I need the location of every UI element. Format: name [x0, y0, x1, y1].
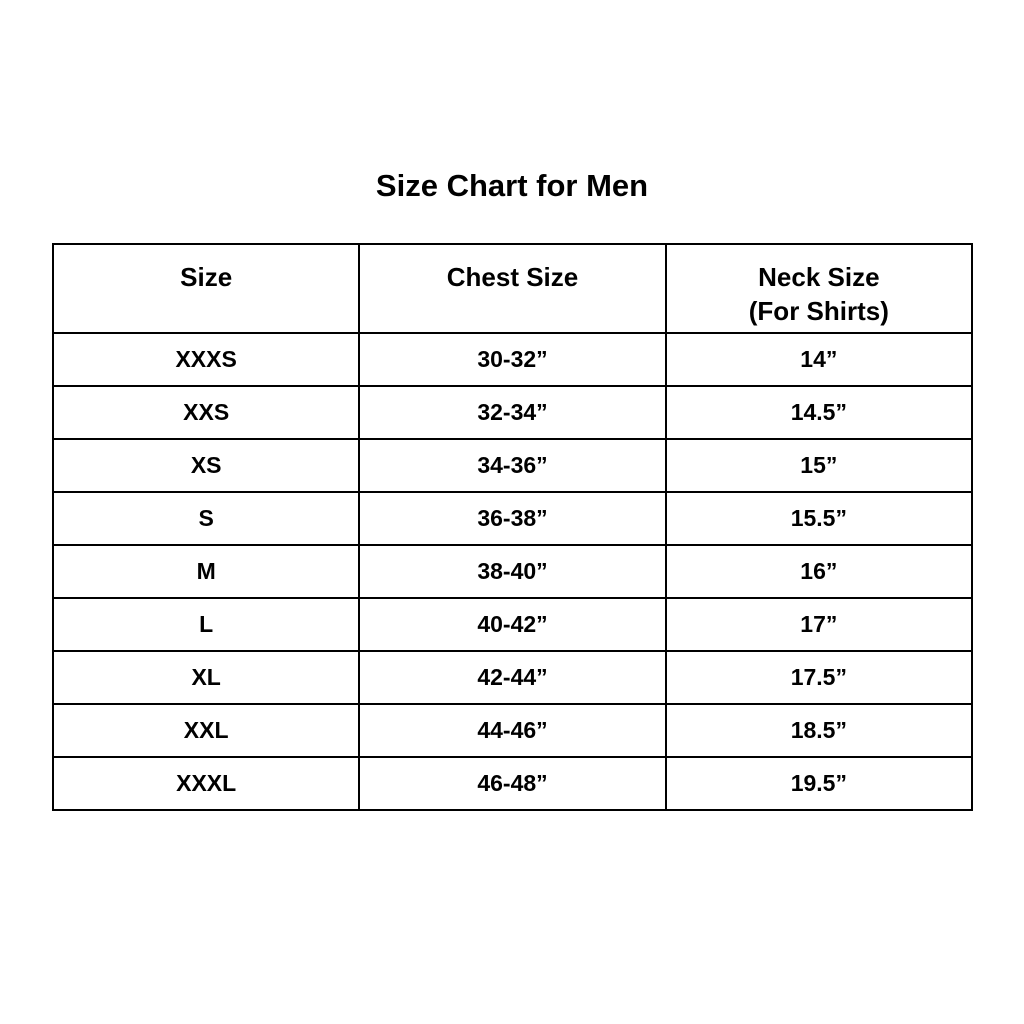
neck-size-cell: 19.5”: [664, 756, 974, 811]
size-cell: XXXL: [51, 756, 361, 811]
size-cell: XXL: [51, 703, 361, 758]
neck-size-cell: 18.5”: [664, 703, 974, 758]
chest-size-cell: 30-32”: [358, 332, 667, 387]
chest-size-cell: 40-42”: [358, 597, 667, 652]
header-size: Size: [51, 243, 361, 334]
table-row: M 38-40” 16”: [51, 544, 974, 599]
table-row: XXXL 46-48” 19.5”: [51, 756, 974, 811]
table-row: L 40-42” 17”: [51, 597, 974, 652]
size-cell: XL: [51, 650, 361, 705]
chest-size-cell: 36-38”: [358, 491, 667, 546]
table-row: S 36-38” 15.5”: [51, 491, 974, 546]
neck-size-cell: 15”: [664, 438, 974, 493]
header-neck-size-sub: (For Shirts): [748, 296, 889, 326]
table-row: XL 42-44” 17.5”: [51, 650, 974, 705]
neck-size-cell: 14”: [664, 332, 974, 387]
neck-size-cell: 16”: [664, 544, 974, 599]
table-row: XXL 44-46” 18.5”: [51, 703, 974, 758]
size-cell: XXXS: [51, 332, 361, 387]
neck-size-cell: 17”: [664, 597, 974, 652]
chest-size-cell: 34-36”: [358, 438, 667, 493]
table-header-row: Size Chest Size Neck Size (For Shirts): [51, 243, 974, 334]
neck-size-cell: 17.5”: [664, 650, 974, 705]
header-neck-size: Neck Size (For Shirts): [664, 243, 974, 334]
size-cell: M: [51, 544, 361, 599]
table-row: XXS 32-34” 14.5”: [51, 385, 974, 440]
size-chart-table: Size Chest Size Neck Size (For Shirts) X…: [51, 243, 974, 811]
chest-size-cell: 46-48”: [358, 756, 667, 811]
size-cell: XS: [51, 438, 361, 493]
neck-size-cell: 15.5”: [664, 491, 974, 546]
chest-size-cell: 38-40”: [358, 544, 667, 599]
table-row: XS 34-36” 15”: [51, 438, 974, 493]
header-chest-size: Chest Size: [358, 243, 667, 334]
size-cell: S: [51, 491, 361, 546]
size-cell: L: [51, 597, 361, 652]
size-cell: XXS: [51, 385, 361, 440]
chest-size-cell: 44-46”: [358, 703, 667, 758]
page-title: Size Chart for Men: [375, 168, 649, 203]
chest-size-cell: 32-34”: [358, 385, 667, 440]
table-row: XXXS 30-32” 14”: [51, 332, 974, 387]
neck-size-cell: 14.5”: [664, 385, 974, 440]
header-neck-size-label: Neck Size: [758, 262, 880, 292]
chest-size-cell: 42-44”: [358, 650, 667, 705]
